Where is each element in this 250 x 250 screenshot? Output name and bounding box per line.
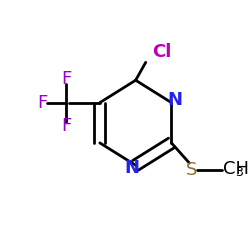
Text: CH: CH: [223, 160, 249, 178]
Text: N: N: [167, 92, 182, 110]
Text: F: F: [61, 117, 72, 135]
Text: F: F: [38, 94, 48, 112]
Text: F: F: [61, 70, 72, 88]
Text: N: N: [125, 159, 140, 177]
Text: S: S: [186, 161, 197, 179]
Text: Cl: Cl: [152, 43, 172, 61]
Text: 3: 3: [235, 166, 243, 179]
